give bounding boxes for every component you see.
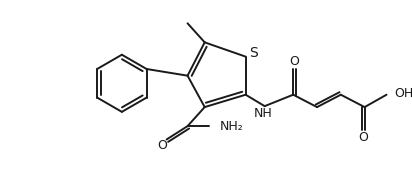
Text: O: O (359, 131, 369, 144)
Text: S: S (249, 46, 258, 60)
Text: NH₂: NH₂ (220, 120, 243, 133)
Text: O: O (289, 55, 299, 68)
Text: NH: NH (253, 107, 272, 120)
Text: O: O (157, 139, 167, 152)
Text: OH: OH (394, 87, 412, 100)
